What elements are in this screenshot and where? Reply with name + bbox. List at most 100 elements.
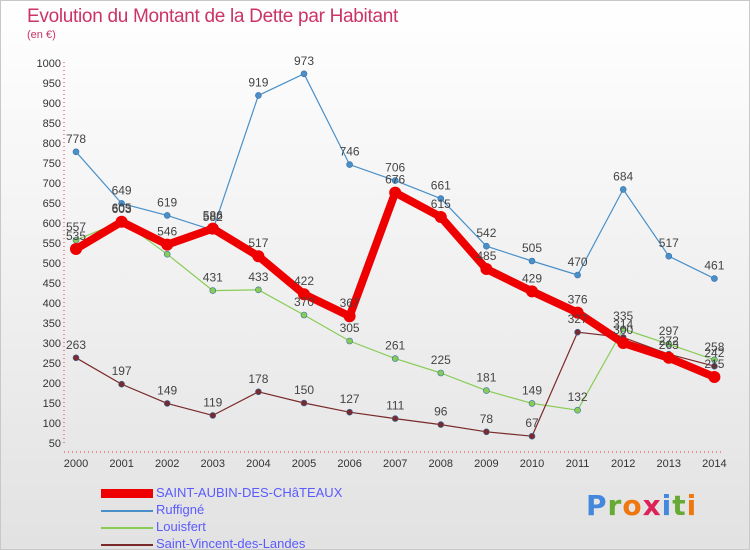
data-point xyxy=(118,380,125,388)
data-point xyxy=(343,310,356,323)
x-tick-label: 2011 xyxy=(566,458,590,470)
data-point xyxy=(574,406,581,414)
data-point xyxy=(526,285,538,298)
logo-letter: i xyxy=(661,489,673,522)
data-label: 546 xyxy=(157,225,177,239)
data-label: 706 xyxy=(385,161,405,175)
data-point xyxy=(574,328,581,336)
data-label: 433 xyxy=(248,270,268,284)
y-tick-label: 100 xyxy=(43,418,61,430)
data-point xyxy=(118,200,125,207)
data-point xyxy=(483,387,490,394)
y-tick-label: 850 xyxy=(43,118,61,130)
data-label: 96 xyxy=(434,405,448,419)
data-label: 367 xyxy=(340,296,360,310)
data-point xyxy=(72,148,80,156)
data-label: 422 xyxy=(294,274,314,288)
x-tick-label: 2012 xyxy=(611,458,635,470)
x-tick-label: 2006 xyxy=(337,458,361,470)
data-label: 132 xyxy=(568,390,588,404)
logo-letter: i xyxy=(686,489,698,522)
y-tick-label: 50 xyxy=(49,438,61,450)
y-tick-label: 250 xyxy=(43,358,61,370)
data-point xyxy=(163,400,171,407)
data-label: 973 xyxy=(294,54,314,68)
legend-label: Ruffigné xyxy=(156,502,205,517)
data-label: 684 xyxy=(613,169,633,183)
data-point xyxy=(209,412,217,419)
data-label: 615 xyxy=(431,197,451,211)
data-point xyxy=(483,428,490,436)
data-point xyxy=(662,351,675,364)
data-point xyxy=(300,311,308,319)
data-point xyxy=(300,399,308,407)
data-point xyxy=(163,212,171,219)
legend-label: SAINT-AUBIN-DES-CHâTEAUX xyxy=(156,485,343,500)
data-label: 542 xyxy=(476,226,496,240)
data-label: 263 xyxy=(659,338,679,352)
data-label: 676 xyxy=(385,173,405,187)
data-point xyxy=(346,161,353,168)
y-tick-label: 600 xyxy=(43,218,61,230)
data-point xyxy=(391,355,399,362)
data-point xyxy=(346,337,353,345)
data-point xyxy=(163,250,171,258)
data-point xyxy=(571,306,584,319)
data-label: 150 xyxy=(294,383,314,397)
data-label: 649 xyxy=(112,183,132,197)
y-tick-label: 950 xyxy=(43,78,61,90)
data-label: 314 xyxy=(613,317,633,331)
data-point xyxy=(528,257,536,265)
data-label: 429 xyxy=(522,271,542,285)
data-label: 111 xyxy=(386,399,405,413)
logo-letter: x xyxy=(642,489,662,522)
x-tick-label: 2000 xyxy=(64,458,88,470)
data-point xyxy=(483,242,490,250)
data-point xyxy=(252,250,265,263)
data-label: 297 xyxy=(659,324,679,338)
logo-letter: P xyxy=(586,489,608,522)
x-tick-label: 2013 xyxy=(657,458,681,470)
y-tick-label: 500 xyxy=(43,258,61,270)
data-point xyxy=(70,243,82,255)
data-point xyxy=(209,287,217,294)
data-point xyxy=(708,371,721,383)
data-point xyxy=(161,238,174,251)
data-label: 605 xyxy=(112,201,132,215)
data-label: 619 xyxy=(157,195,177,209)
data-point xyxy=(528,400,536,407)
data-point xyxy=(389,186,402,199)
y-tick-label: 450 xyxy=(43,278,61,290)
y-tick-label: 750 xyxy=(43,158,61,170)
data-label: 485 xyxy=(476,249,496,263)
data-label: 258 xyxy=(704,340,724,354)
data-label: 181 xyxy=(476,371,496,385)
data-point xyxy=(574,271,581,279)
data-label: 149 xyxy=(157,383,177,397)
y-tick-label: 700 xyxy=(43,178,61,190)
data-point xyxy=(255,388,262,396)
y-tick-label: 350 xyxy=(43,318,61,330)
x-tick-label: 2014 xyxy=(702,458,726,470)
data-point xyxy=(528,432,536,440)
x-tick-label: 2002 xyxy=(155,458,179,470)
legend-swatch xyxy=(101,527,153,529)
data-label: 178 xyxy=(248,372,268,386)
data-label: 149 xyxy=(522,383,542,397)
data-point xyxy=(711,362,718,370)
data-label: 327 xyxy=(568,312,588,326)
x-tick-label: 2003 xyxy=(201,458,225,470)
x-tick-label: 2010 xyxy=(520,458,544,470)
y-tick-label: 900 xyxy=(43,98,61,110)
chart-subtitle: (en €) xyxy=(27,29,56,41)
data-label: 919 xyxy=(248,75,268,89)
data-label: 431 xyxy=(203,271,223,285)
data-label: 661 xyxy=(431,179,451,193)
data-label: 272 xyxy=(659,334,679,348)
data-label: 335 xyxy=(613,309,633,323)
data-label: 215 xyxy=(704,357,724,371)
data-point xyxy=(480,263,493,275)
data-label: 263 xyxy=(66,338,86,352)
data-label: 746 xyxy=(340,145,360,159)
data-label: 376 xyxy=(568,293,588,307)
